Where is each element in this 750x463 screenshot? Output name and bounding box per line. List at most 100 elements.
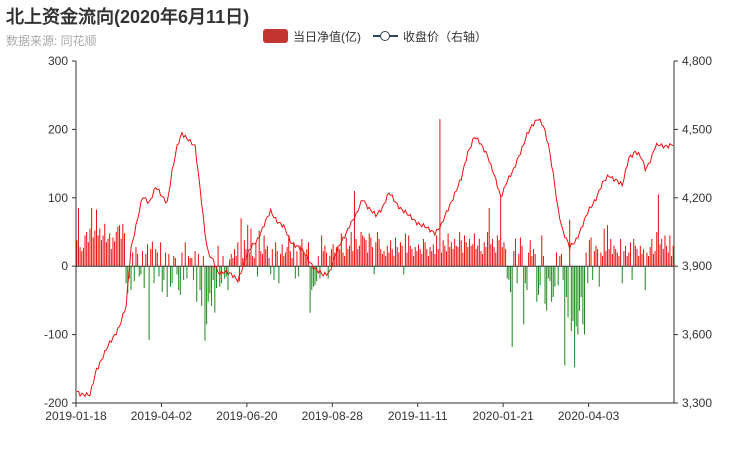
net-flow-bar xyxy=(252,255,254,267)
net-flow-bar xyxy=(298,266,300,277)
x-tick-label: 2020-01-21 xyxy=(472,409,534,423)
net-flow-bar xyxy=(242,257,244,267)
net-flow-bar xyxy=(151,241,153,267)
net-flow-bar xyxy=(169,266,171,287)
net-flow-bar xyxy=(306,249,308,267)
net-flow-bar xyxy=(253,257,255,267)
net-flow-bar xyxy=(445,251,447,267)
net-flow-bar xyxy=(519,237,521,267)
net-flow-bar xyxy=(404,233,406,267)
net-flow-bar xyxy=(197,253,199,267)
net-flow-bar xyxy=(477,245,479,267)
net-flow-bar xyxy=(138,266,140,277)
net-flow-bar xyxy=(235,255,237,267)
right-tick-label: 3,900 xyxy=(682,259,712,273)
net-flow-bar xyxy=(643,249,645,267)
net-flow-bar xyxy=(153,266,155,284)
net-flow-bar xyxy=(556,252,558,267)
net-flow-bar xyxy=(104,223,106,267)
x-tick-label: 2019-01-18 xyxy=(45,409,107,423)
net-flow-bar xyxy=(560,253,562,267)
net-flow-bar xyxy=(307,242,309,267)
net-flow-bar xyxy=(143,266,145,289)
net-flow-bar xyxy=(120,238,122,267)
net-flow-bar xyxy=(542,255,544,267)
net-flow-bar xyxy=(662,249,664,267)
net-flow-bar xyxy=(592,266,594,280)
net-flow-bar xyxy=(554,266,556,287)
net-flow-bar xyxy=(459,232,461,267)
net-flow-bar xyxy=(422,238,424,267)
net-flow-bar xyxy=(299,245,301,267)
net-flow-bar xyxy=(501,247,503,267)
net-flow-bar xyxy=(339,249,341,267)
data-source: 数据来源: 同花顺 xyxy=(6,34,97,48)
net-flow-bar xyxy=(109,233,111,267)
net-flow-bar xyxy=(529,240,531,267)
net-flow-bar xyxy=(638,255,640,267)
net-flow-bar xyxy=(462,252,464,267)
net-flow-bar xyxy=(375,242,377,267)
net-flow-bar xyxy=(383,251,385,267)
net-flow-bar xyxy=(212,266,214,280)
net-flow-bar xyxy=(557,266,559,286)
net-flow-bar xyxy=(291,257,293,267)
net-flow-bar xyxy=(639,245,641,267)
legend-item-close[interactable]: 收盘价（右轴） xyxy=(373,28,487,45)
net-flow-bar xyxy=(437,249,439,267)
net-flow-bar xyxy=(457,247,459,267)
legend-item-net[interactable]: 当日净值(亿) xyxy=(263,28,361,45)
net-flow-bar xyxy=(130,266,132,291)
net-flow-bar xyxy=(485,247,487,267)
net-flow-bar xyxy=(260,251,262,267)
net-flow-bar xyxy=(432,244,434,267)
net-flow-bar xyxy=(122,223,124,267)
net-flow-bar xyxy=(551,266,553,302)
net-flow-bar xyxy=(490,244,492,267)
net-flow-bar xyxy=(284,252,286,267)
net-flow-bar xyxy=(524,266,526,284)
net-flow-bar xyxy=(110,249,112,267)
net-flow-bar xyxy=(220,266,222,284)
net-flow-bar xyxy=(171,266,173,284)
net-flow-bar xyxy=(380,249,382,267)
net-flow-bar xyxy=(376,232,378,267)
legend: 当日净值(亿) 收盘价（右轴） xyxy=(263,26,499,46)
net-flow-bar xyxy=(288,235,290,267)
net-flow-bar xyxy=(165,252,167,267)
net-flow-bar xyxy=(148,266,150,341)
net-flow-bar xyxy=(411,249,413,267)
net-flow-bar xyxy=(188,255,190,267)
net-flow-bar xyxy=(605,251,607,267)
net-flow-bar xyxy=(293,242,295,267)
net-flow-bar xyxy=(280,253,282,267)
net-flow-bar xyxy=(467,247,469,267)
net-flow-bar xyxy=(536,266,538,302)
net-flow-bar xyxy=(487,232,489,267)
left-tick-label: 200 xyxy=(48,122,68,136)
left-tick-label: -100 xyxy=(44,328,68,342)
net-flow-bar xyxy=(117,226,119,267)
net-flow-bar xyxy=(303,252,305,267)
net-flow-bar xyxy=(611,253,613,267)
net-flow-bar xyxy=(516,266,518,284)
net-flow-bar xyxy=(478,238,480,267)
net-flow-bar xyxy=(316,266,318,282)
net-flow-bar xyxy=(450,242,452,267)
net-flow-bar xyxy=(482,253,484,267)
net-flow-bar xyxy=(669,235,671,267)
net-flow-bar xyxy=(531,255,533,267)
net-flow-bar xyxy=(173,255,175,267)
net-flow-bar xyxy=(671,255,673,267)
net-flow-bar xyxy=(570,266,572,332)
net-flow-bar xyxy=(355,238,357,267)
net-flow-bar xyxy=(388,252,390,267)
net-flow-bar xyxy=(534,253,536,267)
net-flow-bar xyxy=(409,245,411,267)
net-flow-bar xyxy=(326,252,328,267)
net-flow-bar xyxy=(424,242,426,267)
net-flow-bar xyxy=(651,238,653,267)
x-tick-label: 2019-08-28 xyxy=(302,409,364,423)
left-tick-label: 0 xyxy=(61,259,68,273)
net-flow-bar xyxy=(439,119,441,267)
